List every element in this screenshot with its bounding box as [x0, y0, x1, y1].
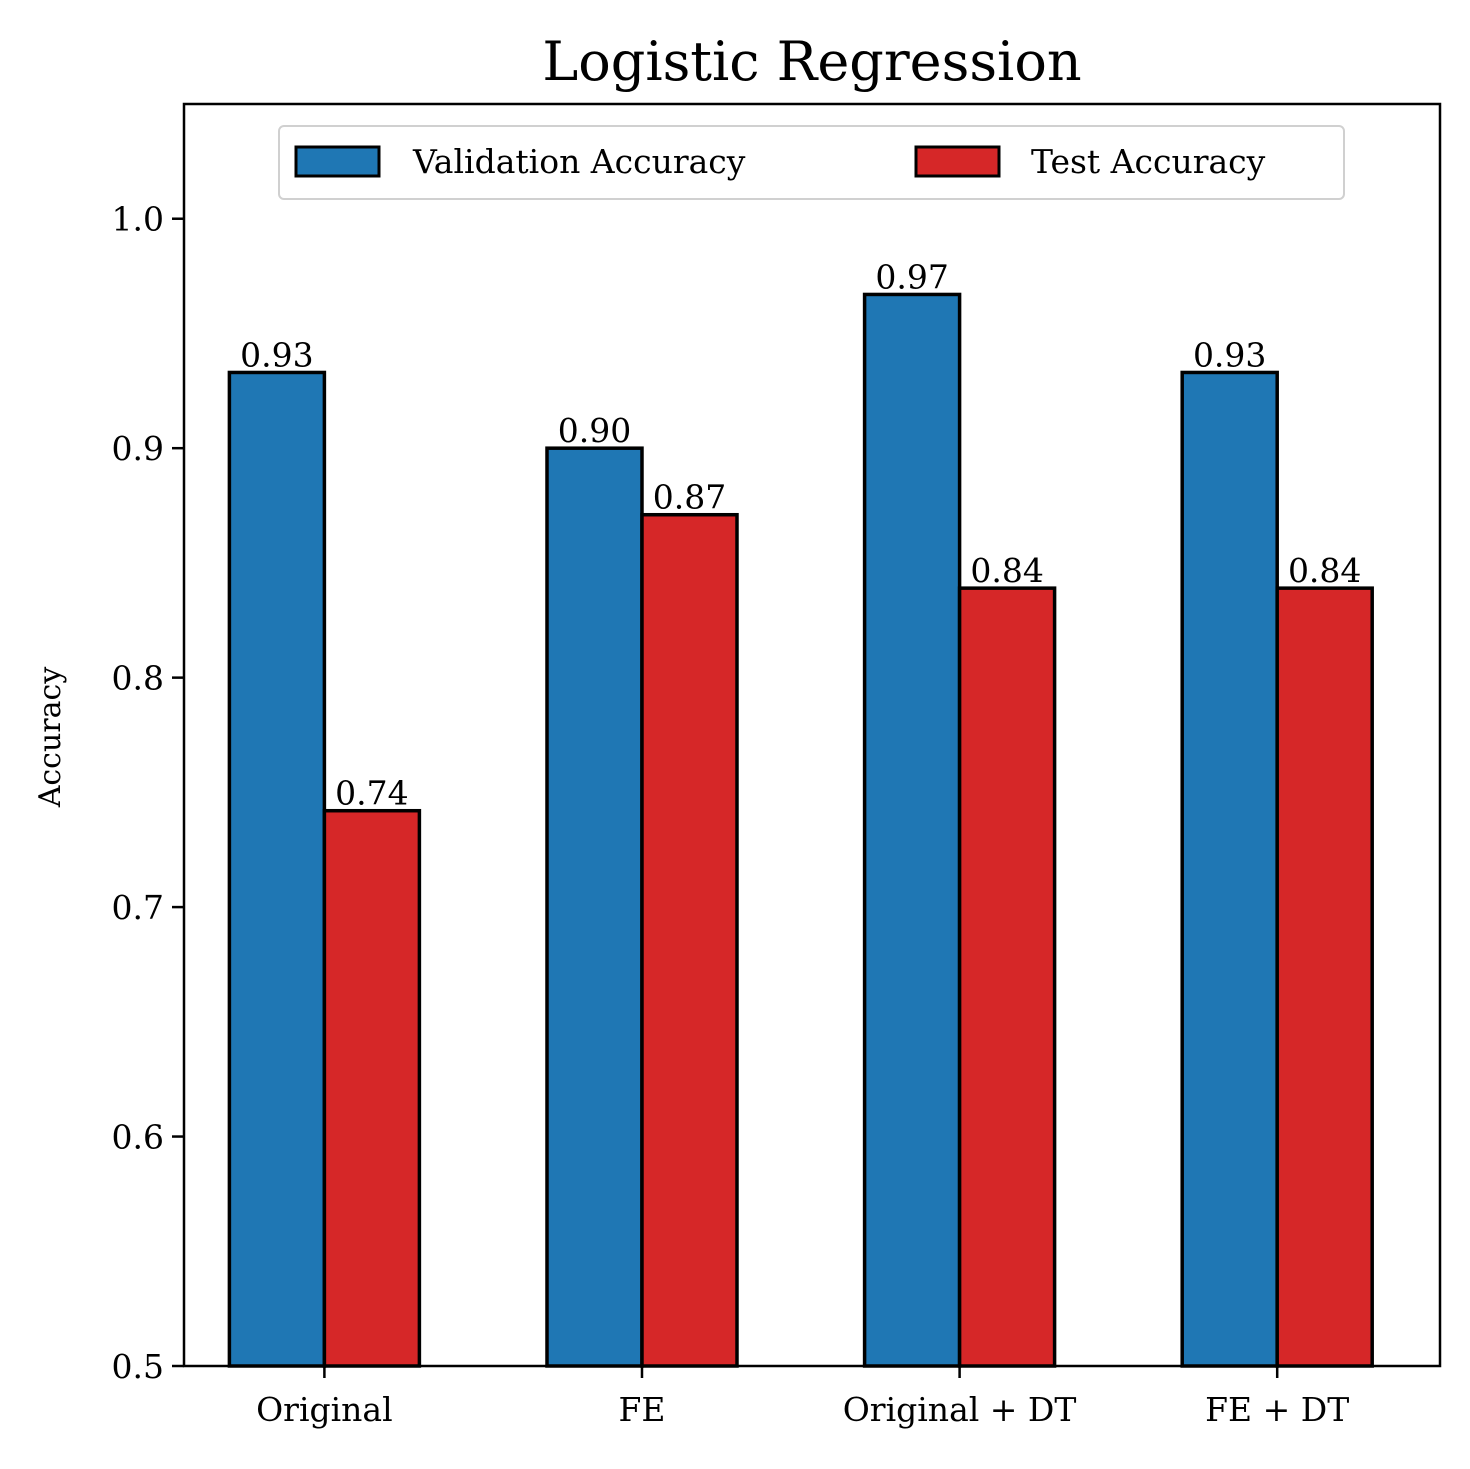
x-tick-label-0: Original — [256, 1390, 393, 1429]
legend: Validation Accuracy Test Accuracy — [278, 125, 1345, 200]
bar-labels-group: 0.93 0.74 0.90 0.87 0.97 0.84 0.93 0.84 — [240, 257, 1361, 812]
bar-test-0 — [322, 808, 422, 1368]
bar-validation-1 — [545, 446, 644, 1368]
legend-swatch-test — [914, 145, 1001, 178]
bar-value-label-validation-2: 0.97 — [875, 257, 948, 296]
legend-swatch-validation — [294, 145, 381, 178]
bar-value-label-test-0: 0.74 — [335, 774, 408, 813]
bar-validation-0 — [227, 370, 327, 1368]
bar-value-label-test-2: 0.84 — [970, 551, 1043, 590]
y-tick-label-3: 0.8 — [112, 659, 164, 698]
legend-label-validation: Validation Accuracy — [412, 142, 746, 181]
plot-frame — [182, 102, 1442, 1368]
x-tick-label-1: FE — [618, 1390, 665, 1429]
bar-test-2 — [957, 586, 1057, 1368]
bar-value-label-validation-3: 0.93 — [1193, 335, 1266, 374]
y-tick-label-0: 0.5 — [112, 1347, 164, 1386]
y-tick-label-2: 0.7 — [112, 888, 164, 927]
bar-value-label-validation-0: 0.93 — [240, 335, 313, 374]
y-tick-label-1: 0.6 — [112, 1118, 164, 1157]
bar-value-label-test-1: 0.87 — [653, 478, 726, 517]
bar-validation-3 — [1180, 370, 1279, 1368]
bar-value-label-test-3: 0.84 — [1288, 551, 1361, 590]
y-tick-label-5: 1.0 — [112, 200, 164, 239]
legend-label-test: Test Accuracy — [1031, 142, 1266, 181]
legend-box — [278, 125, 1345, 200]
bar-validation-2 — [862, 292, 962, 1368]
bar-value-label-validation-1: 0.90 — [558, 411, 631, 450]
y-axis-label: Accuracy — [33, 667, 68, 809]
y-axis: 0.5 0.6 0.7 0.8 0.9 1.0 — [112, 200, 184, 1386]
x-tick-label-3: FE + DT — [1205, 1390, 1349, 1429]
x-tick-label-2: Original + DT — [843, 1390, 1077, 1429]
chart-title: Logistic Regression — [542, 30, 1081, 93]
bar-test-1 — [640, 512, 739, 1368]
bars-group — [227, 292, 1374, 1368]
x-axis: Original FE Original + DT FE + DT — [256, 1366, 1349, 1429]
bar-test-3 — [1275, 586, 1374, 1368]
y-tick-label-4: 0.9 — [112, 429, 164, 468]
